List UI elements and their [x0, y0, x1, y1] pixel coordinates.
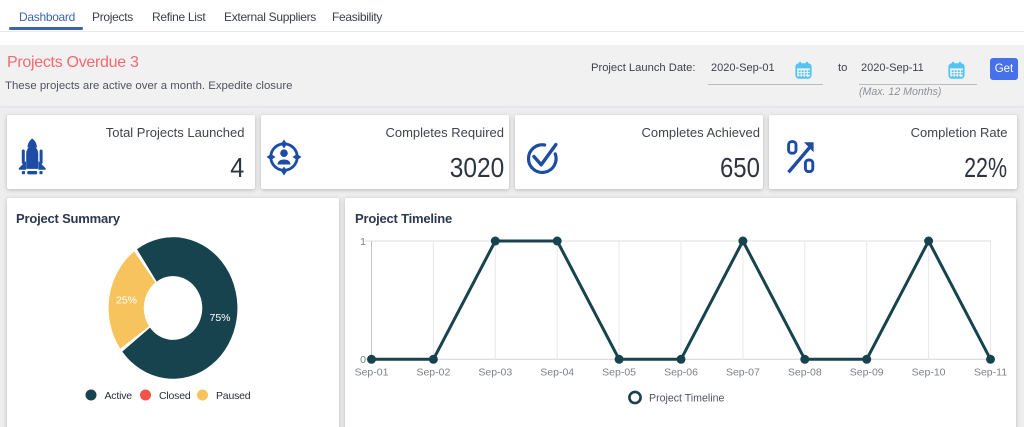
svg-text:Sep-02: Sep-02 [416, 367, 450, 379]
svg-text:Active: Active [105, 390, 133, 402]
svg-text:Sep-10: Sep-10 [912, 367, 946, 379]
svg-text:Sep-04: Sep-04 [540, 367, 574, 379]
svg-text:Sep-03: Sep-03 [478, 367, 512, 379]
svg-text:Sep-05: Sep-05 [602, 367, 636, 379]
svg-text:Sep-07: Sep-07 [726, 367, 760, 379]
svg-text:Sep-11: Sep-11 [974, 367, 1007, 379]
svg-text:Sep-06: Sep-06 [664, 367, 698, 379]
svg-text:Closed: Closed [159, 390, 191, 402]
svg-text:Sep-01: Sep-01 [355, 367, 389, 379]
svg-text:Paused: Paused [216, 390, 251, 402]
svg-text:Sep-08: Sep-08 [788, 367, 822, 379]
svg-text:25%: 25% [116, 295, 137, 307]
svg-text:Sep-09: Sep-09 [850, 367, 884, 379]
svg-text:1: 1 [360, 236, 366, 248]
svg-text:Project Timeline: Project Timeline [649, 393, 724, 405]
svg-text:75%: 75% [209, 312, 230, 324]
svg-text:0: 0 [360, 354, 366, 366]
